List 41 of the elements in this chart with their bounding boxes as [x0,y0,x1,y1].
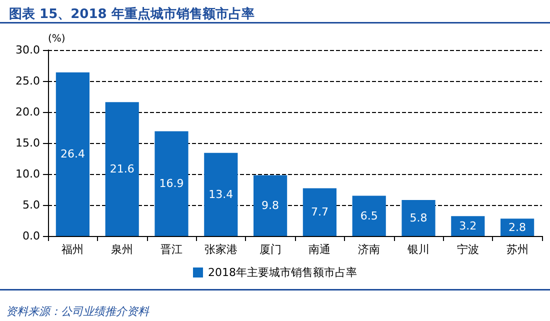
bar [204,152,238,236]
x-tick-label: 宁波 [456,243,479,256]
bar [254,175,288,236]
bar [402,200,436,236]
text: 20.0 [16,106,40,118]
data-label: 21.6 [110,162,134,176]
text: 25.0 [16,74,40,88]
data-label: 9.8 [262,199,280,212]
data-label: 3.2 [459,220,477,233]
x-tick-label: 南通 [308,243,331,256]
data-label: 5.8 [410,212,428,225]
x-tick-label: 银川 [406,243,430,256]
x-tick-label: 厦门 [259,243,282,256]
x-tick-label: 济南 [358,243,380,256]
bar [105,102,139,236]
x-tick-label: 泉州 [111,243,134,256]
bar [500,218,534,236]
data-label: 2.8 [508,220,526,234]
data-label: 6.5 [360,209,378,222]
bar [451,216,485,236]
bar [352,196,386,236]
text: 资料来源：公司业绩推介资料 [6,305,150,318]
data-label: 16.9 [159,177,184,190]
bar [154,131,188,236]
chart-title: 图表 15、2018 年重点城市销售额市占率 [9,6,254,22]
text: 15.0 [16,136,40,150]
text: 0.0 [22,230,40,242]
data-label: 13.4 [208,188,234,201]
x-tick-label: 晋江 [160,243,182,256]
x-tick-label: 福州 [62,243,84,256]
text: 5.0 [22,198,40,212]
y-axis-title: (%) [48,34,66,44]
x-tick-label: 张家港 [204,243,238,256]
text: 30.0 [16,44,40,56]
data-label: 7.7 [310,206,328,219]
text: 10.0 [16,168,40,180]
x-tick-label: 苏州 [506,243,528,256]
data-label: 26.4 [60,148,85,161]
legend-label: 2018年主要城市销售额市占率 [208,266,358,279]
bar [302,188,336,236]
bar [56,72,90,236]
